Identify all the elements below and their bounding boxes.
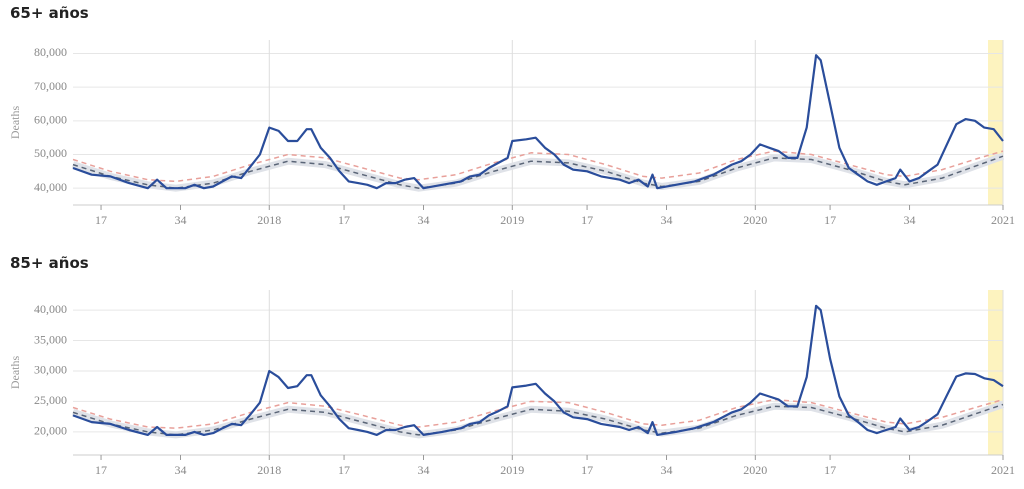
x-tick-label: 17 [581, 213, 593, 227]
baseline-line [72, 150, 1004, 183]
deaths-line [72, 304, 1004, 436]
highlight [988, 290, 1003, 455]
x-tick-label: 34 [174, 463, 186, 477]
x-tick-label: 17 [95, 213, 107, 227]
x-tick-label: 17 [824, 463, 836, 477]
x-tick-label: 34 [904, 213, 916, 227]
y-tick-label: 40,000 [34, 180, 67, 194]
x-tick-label: 2021 [991, 463, 1015, 477]
x-tick-label: 17 [95, 463, 107, 477]
x-tick-label: 34 [661, 213, 673, 227]
y-tick-label: 30,000 [34, 363, 67, 377]
x-tick-label: 34 [661, 463, 673, 477]
x-tick-label: 2021 [991, 213, 1015, 227]
x-tick-label: 2019 [500, 213, 524, 227]
y-tick-label: 60,000 [34, 113, 67, 127]
y-tick-label: 70,000 [34, 79, 67, 93]
x-tick-label: 2020 [743, 213, 767, 227]
x-tick-label: 2018 [257, 463, 281, 477]
x-tick-label: 34 [904, 463, 916, 477]
y-tick-label: 80,000 [34, 45, 67, 59]
y-tick-label: 25,000 [34, 393, 67, 407]
y-axis-label: Deaths [8, 356, 22, 390]
x-tick-label: 34 [174, 213, 186, 227]
x-tick-label: 34 [418, 213, 430, 227]
baseline-band [71, 401, 1005, 439]
x-tick-label: 2019 [500, 463, 524, 477]
y-tick-label: 35,000 [34, 332, 67, 346]
x-tick-label: 17 [338, 213, 350, 227]
highlight [988, 40, 1003, 205]
x-tick-label: 2018 [257, 213, 281, 227]
x-tick-label: 2020 [743, 463, 767, 477]
x-tick-label: 17 [338, 463, 350, 477]
y-axis-label: Deaths [8, 106, 22, 140]
baseline-line [72, 398, 1004, 429]
y-tick-label: 20,000 [34, 424, 67, 438]
x-tick-label: 34 [418, 463, 430, 477]
x-tick-label: 17 [824, 213, 836, 227]
panel-title: 65+ años [10, 4, 89, 22]
x-tick-label: 17 [581, 463, 593, 477]
y-tick-label: 40,000 [34, 302, 67, 316]
panel-title: 85+ años [10, 254, 89, 272]
deaths-line [72, 54, 1004, 190]
y-tick-label: 50,000 [34, 146, 67, 160]
